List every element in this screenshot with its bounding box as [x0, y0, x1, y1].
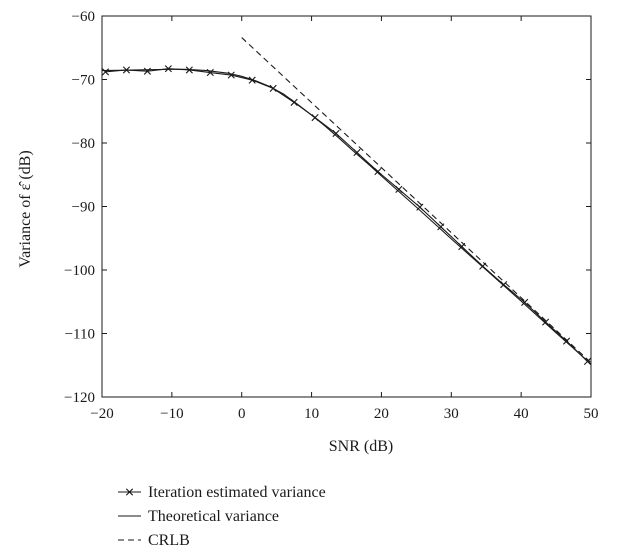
x-axis-label: SNR (dB): [329, 438, 393, 455]
x-marker-stroke: [290, 98, 298, 106]
x-marker-stroke: [562, 337, 571, 345]
y-tick-label: −60: [72, 9, 95, 25]
x-marker-stroke: [479, 262, 487, 270]
series-line-2: [101, 68, 592, 365]
data-point-marker: [143, 67, 151, 75]
x-tick-label: 50: [584, 406, 599, 422]
data-point-marker: [227, 71, 235, 79]
data-point-marker: [542, 318, 550, 326]
data-point-marker: [206, 68, 214, 77]
y-axis-label: Variance of ε̂ (dB): [17, 150, 34, 267]
y-tick-label: −70: [72, 73, 95, 89]
x-marker-stroke: [164, 65, 172, 73]
plot-border: [101, 15, 592, 398]
data-point-marker: [248, 76, 256, 84]
x-marker-stroke: [437, 223, 445, 231]
x-marker-stroke: [583, 357, 592, 366]
x-marker-stroke: [374, 167, 382, 176]
x-marker-stroke: [542, 318, 550, 326]
x-tick-label: −20: [90, 406, 113, 422]
x-marker-stroke: [227, 71, 235, 79]
x-marker-stroke: [353, 148, 361, 157]
x-tick-label: 0: [238, 406, 246, 422]
legend-label: Iteration estimated variance: [148, 484, 326, 501]
data-point-marker: [437, 223, 445, 231]
data-point-marker: [185, 66, 193, 74]
x-marker-stroke: [248, 76, 256, 84]
x-tick-label: 30: [444, 406, 459, 422]
data-point-marker: [416, 203, 424, 211]
data-point-marker: [269, 84, 277, 92]
data-point-marker: [164, 65, 172, 73]
legend-entry: Theoretical variance: [118, 508, 279, 525]
data-point-marker: [500, 281, 508, 289]
legend-label: CRLB: [148, 532, 190, 549]
y-tick-label: −120: [64, 390, 95, 406]
x-marker-stroke: [125, 488, 134, 496]
series-markers: [101, 65, 592, 366]
data-point-marker: [583, 357, 592, 366]
data-point-marker: [374, 167, 382, 176]
x-marker-stroke: [521, 298, 529, 306]
y-tick-label: −90: [72, 200, 95, 216]
x-marker-stroke: [458, 242, 466, 251]
x-marker-stroke: [122, 66, 131, 74]
data-point-marker: [311, 114, 319, 122]
legend-entry: Iteration estimated variance: [118, 484, 326, 501]
y-tick-label: −100: [64, 263, 95, 279]
data-point-marker: [521, 298, 529, 306]
data-point-marker: [122, 66, 131, 74]
legend-label: Theoretical variance: [148, 508, 279, 525]
y-tick-label: −110: [65, 327, 95, 343]
x-tick-label: 40: [514, 406, 529, 422]
legend-entry: CRLB: [118, 532, 190, 549]
series-line-3: [241, 37, 592, 364]
x-marker-stroke: [143, 67, 151, 75]
data-point-marker: [458, 242, 466, 251]
x-tick-label: 10: [304, 406, 319, 422]
y-tick-label: −80: [72, 136, 95, 152]
data-point-marker: [353, 148, 361, 157]
legend-marker: [125, 488, 134, 496]
x-marker-stroke: [206, 68, 214, 77]
x-marker-stroke: [269, 84, 277, 92]
x-marker-stroke: [395, 185, 403, 193]
x-marker-stroke: [500, 281, 508, 289]
series-line-1: [105, 68, 588, 362]
x-marker-stroke: [185, 66, 193, 74]
x-marker-stroke: [332, 129, 340, 138]
data-point-marker: [332, 129, 340, 138]
plot-frame: [101, 15, 592, 398]
axis-ticks: −20 −10 0 10 20 30 40 50−60−70−80−90−100−110−12…: [64, 9, 598, 422]
x-marker-stroke: [416, 203, 424, 211]
data-point-marker: [101, 68, 110, 76]
data-point-marker: [562, 337, 571, 345]
data-point-marker: [395, 185, 403, 193]
legend: Iteration estimated variance Theoretical …: [118, 484, 326, 549]
x-marker-stroke: [101, 68, 110, 76]
x-tick-label: 20: [374, 406, 389, 422]
x-tick-label: −10: [160, 406, 183, 422]
data-point-marker: [290, 98, 298, 106]
series-lines: [101, 37, 592, 365]
x-marker-stroke: [311, 114, 319, 122]
data-point-marker: [479, 262, 487, 270]
